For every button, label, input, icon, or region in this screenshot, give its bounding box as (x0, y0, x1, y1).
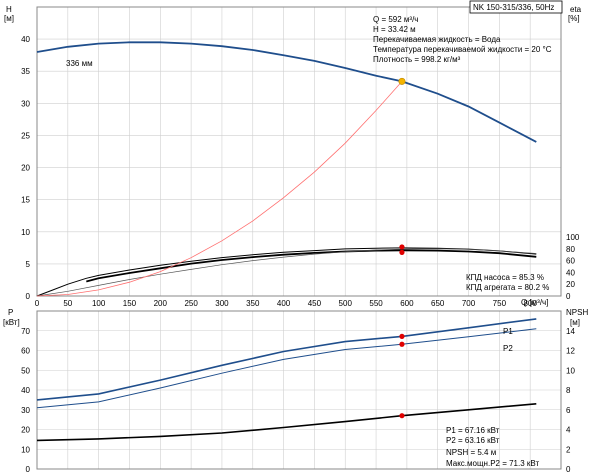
x-tick-label: 0 (35, 299, 40, 308)
npsh-marker (399, 413, 405, 419)
npsh-tick-label: 10 (566, 366, 575, 375)
unit-efficiency-value: КПД агрегата = 80.2 % (466, 283, 549, 292)
eta-axis-unit: [%] (568, 14, 580, 23)
p1-marker (399, 333, 405, 339)
tick-labels: 0 50 100 150 200 250 300 350 400 450 500 550 600 650 7… (21, 35, 580, 474)
power-tick-label: 50 (21, 366, 30, 375)
bottom-plot-frame (36, 310, 562, 470)
x-tick-label: 300 (215, 299, 229, 308)
npsh-axis-name: NPSH (566, 308, 588, 317)
unit-efficiency-curve (86, 249, 537, 283)
p2-power-curve (36, 328, 537, 409)
temperature-value: Температура перекачиваемой жидкости = 20… (373, 45, 552, 54)
power-tick-label: 30 (21, 406, 30, 415)
top-series (36, 41, 537, 297)
npsh-tick-label: 6 (566, 406, 571, 415)
x-tick-label: 600 (400, 299, 414, 308)
eta-tick-label: 40 (566, 268, 575, 277)
head-tick-label: 10 (21, 228, 30, 237)
impeller-diameter-label: 336 мм (66, 59, 93, 68)
x-tick-label: 650 (431, 299, 445, 308)
head-tick-label: 35 (21, 67, 30, 76)
bottom-series (36, 318, 537, 442)
npsh-curve (36, 403, 537, 442)
npsh-axis-unit: [м] (570, 318, 580, 327)
density-value: Плотность = 998.2 кг/м³ (373, 55, 461, 64)
head-tick-label: 15 (21, 196, 30, 205)
x-tick-label: 500 (339, 299, 353, 308)
power-tick-label: 70 (21, 327, 30, 336)
head-axis-unit: [м] (4, 14, 14, 23)
power-tick-label: 10 (21, 445, 30, 454)
x-tick-label: 550 (369, 299, 383, 308)
power-tick-label: 0 (26, 465, 31, 474)
npsh-value: NPSH = 5.4 м (446, 448, 496, 457)
x-tick-label: 400 (277, 299, 291, 308)
p2-marker (399, 341, 405, 347)
unit-efficiency-marker (399, 249, 405, 255)
flow-axis-label: Q [м³/ч] (521, 298, 548, 307)
x-tick-label: 800 (523, 299, 537, 308)
model-label: NK 150-315/336, 50Hz (473, 3, 554, 12)
x-tick-label: 450 (308, 299, 322, 308)
model-box (469, 0, 563, 14)
pump-efficiency-curve (36, 247, 537, 297)
x-tick-label: 350 (246, 299, 260, 308)
eta-tick-label: 80 (566, 245, 575, 254)
head-value: H = 33.42 м (373, 25, 416, 34)
head-tick-label: 20 (21, 164, 30, 173)
p1-value: P1 = 67.16 кВт (446, 426, 500, 435)
power-tick-label: 20 (21, 426, 30, 435)
power-axis-unit: [кВт] (3, 318, 20, 327)
x-tick-label: 250 (184, 299, 198, 308)
liquid-value: Перекачиваемая жидкость = Вода (373, 35, 501, 44)
eta-tick-label: 0 (566, 292, 571, 301)
system-curve (36, 81, 403, 297)
p1-power-curve (36, 318, 537, 401)
head-axis-name: H (6, 5, 12, 14)
npsh-tick-label: 2 (566, 445, 571, 454)
npsh-tick-label: 8 (566, 386, 571, 395)
head-tick-label: 25 (21, 131, 30, 140)
head-curve (36, 41, 537, 143)
npsh-tick-label: 0 (566, 465, 571, 474)
eta-tick-label: 20 (566, 280, 575, 289)
power-axis-name: P (8, 308, 13, 317)
flow-value: Q = 592 м³/ч (373, 15, 418, 24)
max-power-value: Макс.мощн.P2 = 71.3 кВт (446, 459, 539, 468)
eta-tick-label: 60 (566, 257, 575, 266)
npsh-tick-label: 12 (566, 347, 575, 356)
x-tick-label: 100 (92, 299, 106, 308)
duty-point-marker (398, 77, 406, 85)
p2-value: P2 = 63.16 кВт (446, 436, 500, 445)
pump-efficiency-value: КПД насоса = 85.3 % (466, 273, 544, 282)
top-plot-frame (36, 6, 562, 297)
eta-axis-name: eta (570, 5, 582, 14)
secondary-efficiency-curve (36, 248, 537, 297)
head-tick-label: 30 (21, 99, 30, 108)
p2-series-label: P2 (503, 344, 513, 353)
head-tick-label: 0 (26, 292, 31, 301)
x-tick-label: 750 (493, 299, 507, 308)
power-tick-label: 60 (21, 347, 30, 356)
npsh-tick-label: 14 (566, 327, 575, 336)
x-tick-label: 700 (462, 299, 476, 308)
npsh-tick-label: 4 (566, 426, 571, 435)
power-tick-label: 40 (21, 386, 30, 395)
head-tick-label: 40 (21, 35, 30, 44)
p1-series-label: P1 (503, 327, 513, 336)
pump-efficiency-marker (399, 244, 405, 250)
x-tick-label: 200 (154, 299, 168, 308)
x-tick-label: 150 (123, 299, 137, 308)
eta-tick-label: 100 (566, 233, 580, 242)
head-tick-label: 5 (26, 260, 31, 269)
x-tick-label: 50 (63, 299, 72, 308)
